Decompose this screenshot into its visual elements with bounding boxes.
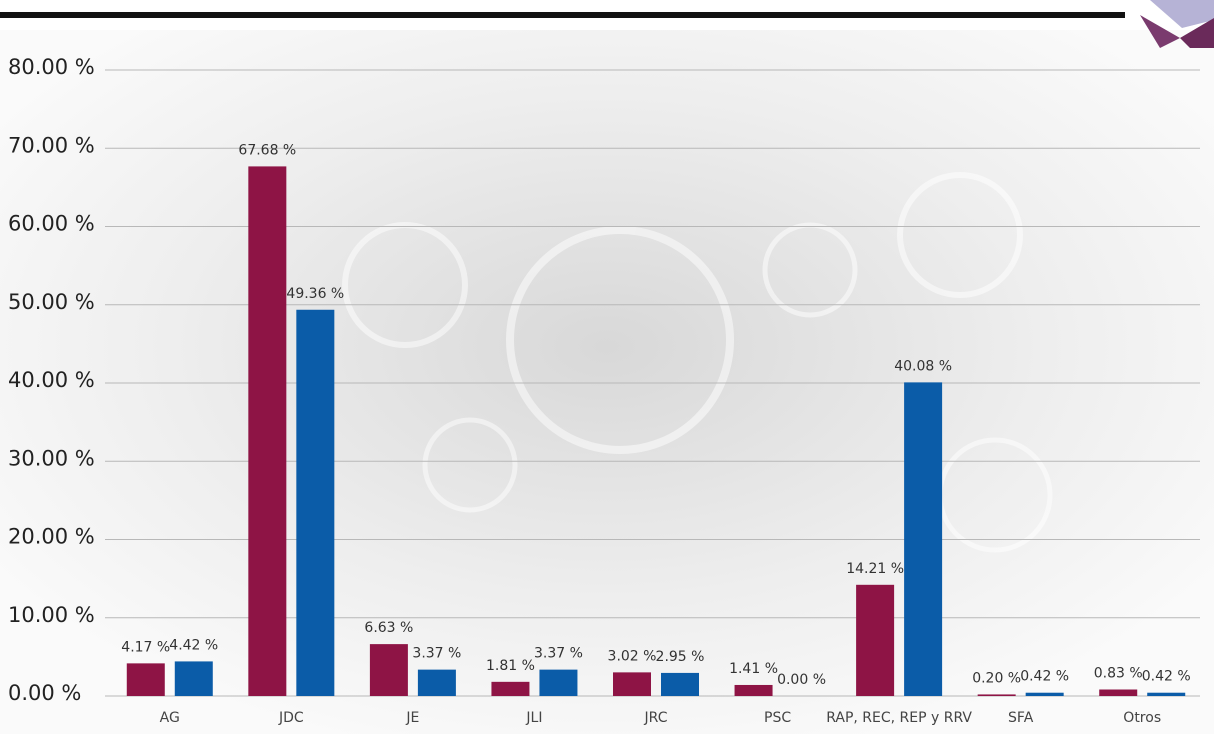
bar [734, 684, 773, 696]
bar [417, 669, 456, 696]
bar [248, 166, 287, 697]
bar [613, 672, 651, 696]
bar [126, 663, 165, 696]
bar [856, 584, 895, 696]
background [0, 30, 1214, 734]
x-tick-label: SFA [1008, 710, 1034, 726]
y-tick-label: 30.00 % [8, 446, 95, 470]
y-tick-label: 40.00 % [8, 368, 95, 392]
value-label: 1.41 % [729, 661, 778, 677]
decoration [342, 172, 1053, 553]
y-tick-label: 70.00 % [8, 133, 95, 157]
bar [491, 681, 530, 696]
bar [904, 382, 943, 696]
x-tick-label: PSC [764, 710, 791, 726]
value-label: 4.17 % [121, 639, 170, 655]
value-label: 0.42 % [1020, 669, 1069, 685]
bar [1147, 692, 1186, 696]
y-tick-label: 60.00 % [8, 212, 95, 236]
value-label: 0.20 % [972, 670, 1021, 686]
bar [1099, 689, 1138, 696]
value-label: 67.68 % [238, 142, 296, 158]
x-tick-label: JLI [525, 710, 542, 726]
value-label: 3.02 % [608, 648, 657, 664]
value-label: 6.63 % [364, 620, 413, 636]
bar [369, 644, 408, 696]
value-label: 3.37 % [412, 646, 461, 662]
x-tick-label: JE [405, 710, 419, 726]
bar [661, 672, 699, 696]
logo [1140, 0, 1214, 48]
bar [1025, 692, 1064, 696]
value-label: 14.21 % [846, 561, 904, 577]
y-tick-label: 0.00 % [8, 681, 81, 705]
value-label: 0.00 % [777, 672, 826, 688]
bar [296, 309, 335, 696]
x-tick-label: JDC [278, 710, 304, 726]
top-rule [0, 12, 1125, 18]
x-tick-label: Otros [1123, 710, 1161, 726]
y-tick-label: 80.00 % [8, 55, 95, 79]
x-tick-label: JRC [644, 710, 668, 726]
value-label: 40.08 % [894, 358, 952, 374]
y-tick-label: 20.00 % [8, 525, 95, 549]
value-label: 0.83 % [1094, 666, 1143, 682]
value-label: 49.36 % [286, 286, 344, 302]
value-label: 0.42 % [1142, 669, 1191, 685]
value-label: 2.95 % [656, 649, 705, 665]
value-label: 1.81 % [486, 658, 535, 674]
y-tick-label: 50.00 % [8, 290, 95, 314]
bar [977, 694, 1016, 696]
x-tick-label: RAP, REC, REP y RRV [826, 710, 972, 726]
bar [174, 661, 213, 696]
y-tick-label: 10.00 % [8, 603, 95, 627]
value-label: 4.42 % [169, 637, 218, 653]
bar [539, 669, 578, 696]
value-label: 3.37 % [534, 646, 583, 662]
x-tick-label: AG [160, 710, 180, 726]
